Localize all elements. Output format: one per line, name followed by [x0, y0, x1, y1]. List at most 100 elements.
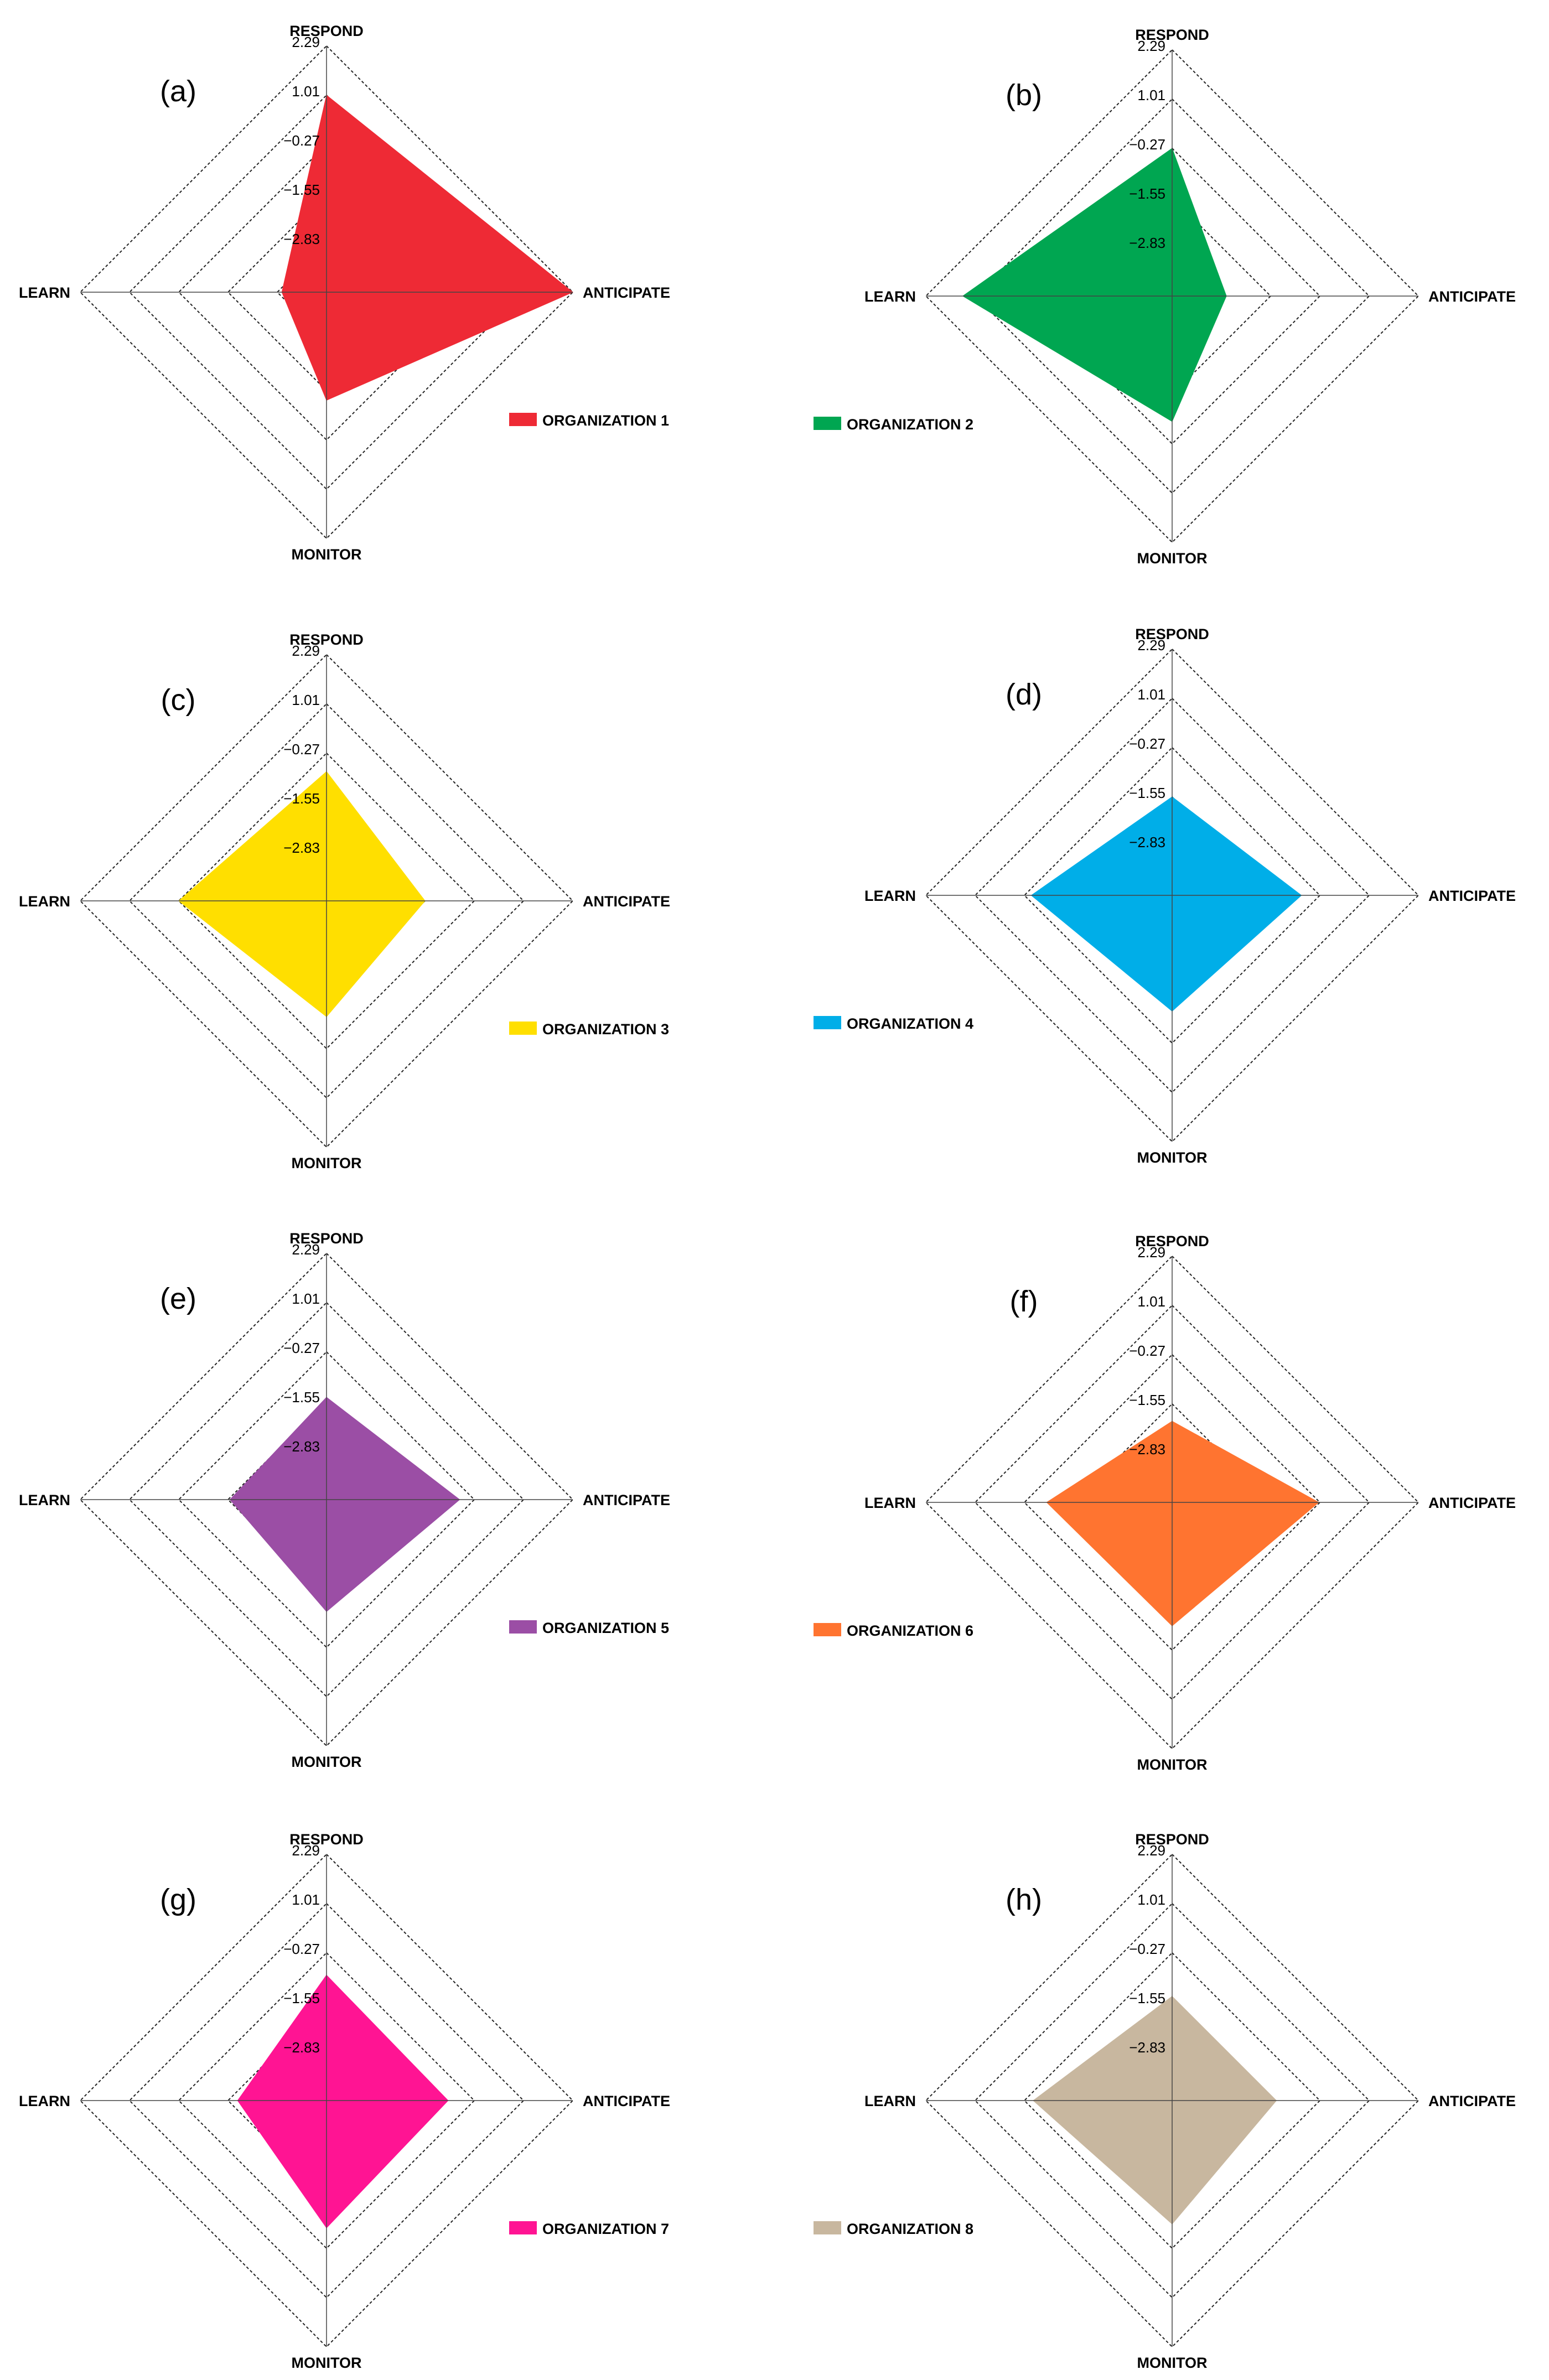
- axis-label-learn: LEARN: [864, 2093, 916, 2109]
- axis-label-respond: RESPOND: [1135, 626, 1209, 642]
- radar-panel-3: 2.29 1.01 −0.27 −1.55 −2.83 RESPOND ANTICIPATE…: [19, 631, 670, 1171]
- axis-label-learn: LEARN: [19, 284, 70, 301]
- axis-label-learn: LEARN: [864, 888, 916, 904]
- legend-swatch: [509, 1620, 537, 1634]
- grid-ring: [974, 1304, 1370, 1700]
- data-polygon: [1046, 1420, 1319, 1626]
- axis-label-monitor: MONITOR: [292, 2355, 362, 2371]
- axis-label-anticipate: ANTICIPATE: [583, 2093, 670, 2109]
- tick-label: −1.55: [283, 790, 320, 807]
- tick-label: −1.55: [1129, 1990, 1165, 2006]
- grid-ring: [974, 697, 1370, 1093]
- legend-swatch: [814, 1016, 841, 1029]
- axis-label-respond: RESPOND: [1135, 1233, 1209, 1249]
- grid-ring: [925, 1255, 1420, 1750]
- tick-label: 1.01: [1137, 87, 1165, 103]
- tick-label: 2.29: [292, 642, 320, 659]
- panel-letter: (c): [161, 683, 196, 717]
- grid-ring: [79, 654, 574, 1148]
- axis-label-respond: RESPOND: [289, 1230, 364, 1247]
- tick-label: 2.29: [1137, 38, 1165, 54]
- data-polygon: [1033, 1995, 1277, 2225]
- tick-label: 1.01: [1137, 1891, 1165, 1908]
- axis-label-learn: LEARN: [864, 1495, 916, 1511]
- tick-label: −2.83: [1129, 834, 1165, 851]
- axis-label-anticipate: ANTICIPATE: [1428, 888, 1516, 904]
- tick-label: −0.27: [283, 132, 320, 149]
- panel-letter: (f): [1010, 1285, 1038, 1318]
- panel-letter: (g): [160, 1883, 196, 1916]
- axis-label-anticipate: ANTICIPATE: [1428, 2093, 1516, 2109]
- grid-ring: [79, 1252, 574, 1747]
- tick-label: −1.55: [1129, 1392, 1165, 1408]
- tick-label: −1.55: [283, 182, 320, 198]
- grid-ring: [925, 1853, 1420, 2348]
- tick-label: 1.01: [1137, 686, 1165, 703]
- axis-label-learn: LEARN: [19, 893, 70, 910]
- tick-label: 2.29: [1137, 637, 1165, 654]
- tick-label: −0.27: [1129, 136, 1165, 153]
- legend-label: ORGANIZATION 3: [542, 1021, 669, 1038]
- grid-ring: [974, 98, 1370, 494]
- axis-label-monitor: MONITOR: [1137, 550, 1208, 567]
- tick-label: −2.83: [1129, 1441, 1165, 1458]
- tick-label: −0.27: [1129, 1941, 1165, 1957]
- axis-label-monitor: MONITOR: [292, 1155, 362, 1171]
- radar-panel-7: 2.29 1.01 −0.27 −1.55 −2.83 RESPOND ANTICIPATE…: [19, 1831, 670, 2371]
- axis-label-respond: RESPOND: [289, 631, 364, 648]
- axis-label-anticipate: ANTICIPATE: [1428, 288, 1516, 305]
- tick-label: −1.55: [1129, 185, 1165, 202]
- tick-label: −1.55: [1129, 785, 1165, 801]
- data-polygon: [281, 95, 573, 401]
- panel-letter: (a): [160, 75, 196, 108]
- legend-label: ORGANIZATION 8: [847, 2221, 973, 2237]
- legend-label: ORGANIZATION 6: [847, 1622, 973, 1639]
- radar-panel-4: 2.29 1.01 −0.27 −1.55 −2.83 RESPOND ANTICIPATE…: [814, 626, 1516, 1166]
- grid-ring: [79, 45, 574, 540]
- tick-label: 1.01: [292, 1290, 320, 1307]
- axis-label-respond: RESPOND: [1135, 27, 1209, 43]
- tick-label: −0.27: [1129, 735, 1165, 752]
- radar-panel-5: 2.29 1.01 −0.27 −1.55 −2.83 RESPOND ANTICIPATE…: [19, 1230, 670, 1770]
- axis-label-anticipate: ANTICIPATE: [583, 284, 670, 301]
- tick-label: 2.29: [1137, 1244, 1165, 1261]
- tick-label: −2.83: [283, 2039, 320, 2056]
- axis-label-respond: RESPOND: [1135, 1831, 1209, 1848]
- axis-label-monitor: MONITOR: [1137, 1149, 1208, 1166]
- tick-label: 1.01: [1137, 1293, 1165, 1310]
- tick-label: −2.83: [1129, 235, 1165, 251]
- grid-ring: [925, 49, 1420, 543]
- legend-label: ORGANIZATION 7: [542, 2221, 669, 2237]
- axis-label-monitor: MONITOR: [1137, 2355, 1208, 2371]
- radar-panel-6: 2.29 1.01 −0.27 −1.55 −2.83 RESPOND ANTICIPATE…: [814, 1233, 1516, 1773]
- legend-label: ORGANIZATION 1: [542, 412, 669, 429]
- legend-label: ORGANIZATION 4: [847, 1015, 973, 1032]
- tick-label: −0.27: [283, 1340, 320, 1356]
- radar-panel-1: 2.29 1.01 −0.27 −1.55 −2.83 RESPOND ANTICIPATE…: [19, 23, 670, 563]
- tick-label: −0.27: [283, 1941, 320, 1957]
- legend-swatch: [509, 1022, 537, 1035]
- tick-label: 2.29: [292, 1842, 320, 1859]
- axis-label-anticipate: ANTICIPATE: [1428, 1495, 1516, 1511]
- tick-label: −2.83: [283, 839, 320, 856]
- data-polygon: [962, 148, 1227, 422]
- tick-label: −2.83: [283, 231, 320, 247]
- axis-label-respond: RESPOND: [289, 23, 364, 39]
- legend-swatch: [509, 413, 537, 426]
- legend-swatch: [509, 2221, 537, 2234]
- legend-label: ORGANIZATION 2: [847, 416, 973, 433]
- legend-label: ORGANIZATION 5: [542, 1620, 669, 1636]
- axis-label-monitor: MONITOR: [292, 1754, 362, 1770]
- grid-ring: [128, 703, 525, 1099]
- grid-ring: [974, 1902, 1370, 2299]
- axis-label-respond: RESPOND: [289, 1831, 364, 1848]
- data-polygon: [237, 1974, 449, 2228]
- tick-label: −0.27: [283, 741, 320, 758]
- panel-letter: (h): [1006, 1883, 1042, 1916]
- grid-ring: [79, 1853, 574, 2348]
- radar-panel-2: 2.29 1.01 −0.27 −1.55 −2.83 RESPOND ANTICIPATE…: [814, 27, 1516, 567]
- axis-label-learn: LEARN: [19, 1492, 70, 1508]
- axis-label-learn: LEARN: [19, 2093, 70, 2109]
- tick-label: −1.55: [283, 1389, 320, 1406]
- data-polygon: [229, 1397, 460, 1612]
